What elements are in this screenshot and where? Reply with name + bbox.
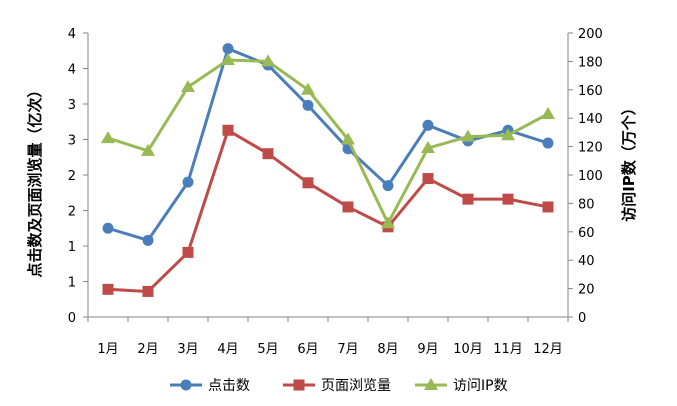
- series-line: [107, 58, 549, 225]
- legend: 点击数 页面浏览量 访问IP数: [170, 378, 508, 394]
- legend-label: 点击数: [208, 378, 250, 394]
- legend-marker: [293, 379, 305, 391]
- y-right-tick-label: 140: [578, 112, 603, 127]
- y-right-tick-label: 180: [578, 55, 603, 70]
- data-point: [541, 106, 555, 119]
- data-point: [421, 141, 435, 154]
- y-right-tick-label: 100: [578, 169, 603, 184]
- data-point: [542, 137, 554, 149]
- data-point: [501, 128, 515, 141]
- x-tick-label: 5月: [257, 342, 278, 357]
- legend-label: 访问IP数: [453, 378, 508, 394]
- data-point: [382, 180, 394, 192]
- data-point: [142, 285, 154, 297]
- data-point: [542, 201, 554, 213]
- series-layer: [101, 43, 555, 297]
- x-tick-label: 9月: [417, 342, 438, 357]
- y-left-tick-label: 3: [68, 134, 76, 149]
- x-tick-label: 3月: [177, 342, 198, 357]
- data-point: [342, 201, 354, 213]
- data-point: [462, 193, 474, 205]
- data-point: [222, 124, 234, 136]
- data-point: [461, 129, 475, 142]
- y-left-tick-label: 1: [68, 276, 76, 291]
- x-tick-label: 12月: [533, 342, 563, 357]
- y-left-tick-label: 0: [68, 311, 76, 326]
- x-tick-label: 4月: [217, 342, 238, 357]
- y-axis-right-title: 访问IP数（万个）: [620, 100, 638, 222]
- legend-item-3: 访问IP数: [415, 378, 508, 394]
- y-right-tick-label: 80: [578, 197, 595, 212]
- x-tick-label: 10月: [453, 342, 483, 357]
- y-axis-left-title: 点击数及页面浏览量（亿次）: [26, 82, 44, 277]
- legend-label: 页面浏览量: [321, 378, 391, 394]
- y-right-tick-label: 160: [578, 84, 603, 99]
- data-point: [261, 54, 275, 67]
- data-point: [301, 82, 315, 95]
- legend-item-1: 点击数: [170, 378, 250, 394]
- legend-item-2: 页面浏览量: [283, 378, 391, 394]
- series-line: [107, 47, 549, 242]
- series-2: [102, 124, 554, 297]
- data-point: [102, 222, 114, 234]
- x-tick-label: 8月: [377, 342, 398, 357]
- series-line: [107, 128, 549, 293]
- series-3: [101, 52, 555, 229]
- data-point: [102, 283, 114, 295]
- data-point: [341, 132, 355, 145]
- data-point: [302, 99, 314, 111]
- data-point: [182, 246, 194, 258]
- data-point: [182, 176, 194, 188]
- data-point: [181, 79, 195, 92]
- data-point: [422, 119, 434, 131]
- y-right-tick-label: 200: [578, 27, 603, 42]
- data-point: [222, 43, 234, 55]
- data-point: [221, 52, 235, 65]
- y-left-tick-label: 2: [68, 205, 76, 220]
- y-left-tick-label: 1: [68, 240, 76, 255]
- data-point: [101, 131, 115, 144]
- y-right-tick-label: 0: [578, 311, 586, 326]
- y-left-tick-label: 3: [68, 98, 76, 113]
- data-point: [502, 193, 514, 205]
- y-right-tick-label: 60: [578, 226, 595, 241]
- y-right-tick-label: 120: [578, 141, 603, 156]
- y-left-tick-label: 4: [68, 27, 76, 42]
- data-point: [142, 234, 154, 246]
- x-tick-label: 2月: [137, 342, 158, 357]
- data-point: [141, 143, 155, 156]
- y-right-tick-label: 40: [578, 254, 595, 269]
- y-left-tick-label: 2: [68, 169, 76, 184]
- data-point: [262, 148, 274, 160]
- x-tick-label: 11月: [493, 342, 523, 357]
- y-right-tick-label: 20: [578, 283, 595, 298]
- x-tick-label: 7月: [337, 342, 358, 357]
- data-point: [302, 177, 314, 189]
- legend-marker: [424, 378, 438, 390]
- legend-marker: [180, 379, 192, 391]
- data-point: [422, 173, 434, 185]
- x-tick-label: 1月: [97, 342, 118, 357]
- data-point: [381, 216, 395, 229]
- y-left-tick-label: 4: [68, 63, 76, 78]
- series-1: [102, 43, 554, 246]
- x-tick-label: 6月: [297, 342, 318, 357]
